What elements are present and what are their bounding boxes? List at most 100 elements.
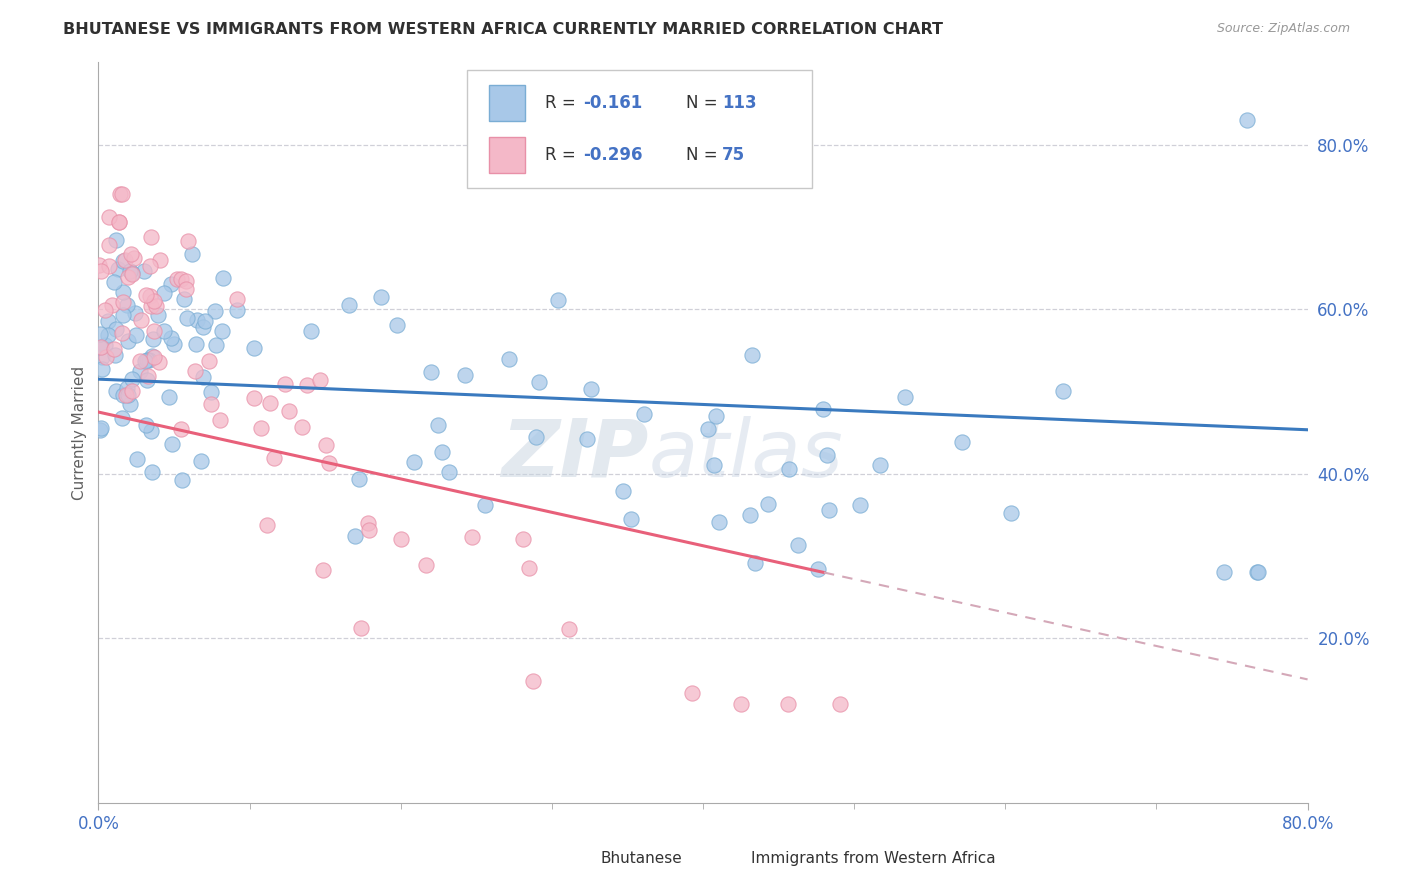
Text: BHUTANESE VS IMMIGRANTS FROM WESTERN AFRICA CURRENTLY MARRIED CORRELATION CHART: BHUTANESE VS IMMIGRANTS FROM WESTERN AFR… — [63, 22, 943, 37]
Point — [121, 384, 143, 399]
Point — [115, 381, 138, 395]
Point — [153, 324, 176, 338]
Point — [226, 292, 249, 306]
Point — [118, 397, 141, 411]
Point — [91, 362, 114, 376]
Point — [633, 407, 655, 421]
Point — [811, 401, 834, 416]
Point — [173, 293, 195, 307]
Point — [120, 263, 142, 277]
Point — [343, 529, 366, 543]
FancyBboxPatch shape — [709, 829, 741, 857]
Point — [524, 430, 547, 444]
Point — [135, 417, 157, 432]
Point — [176, 310, 198, 325]
Point — [347, 472, 370, 486]
Text: Immigrants from Western Africa: Immigrants from Western Africa — [751, 851, 995, 866]
Point — [741, 348, 763, 362]
Point — [143, 293, 166, 308]
Point — [170, 272, 193, 286]
Text: N =: N = — [686, 95, 717, 112]
Point — [98, 237, 121, 252]
Point — [148, 355, 170, 369]
Point — [547, 293, 569, 307]
Point — [389, 533, 412, 547]
Point — [94, 303, 117, 318]
Point — [776, 697, 799, 711]
Point — [108, 215, 131, 229]
Point — [460, 530, 482, 544]
Point — [97, 328, 120, 343]
FancyBboxPatch shape — [551, 829, 583, 857]
Point — [730, 697, 752, 711]
Point — [146, 308, 169, 322]
Point — [703, 458, 725, 472]
Point — [112, 285, 135, 300]
Point — [145, 299, 167, 313]
Point — [141, 299, 163, 313]
Point — [104, 233, 127, 247]
Point — [120, 247, 142, 261]
Point — [115, 298, 138, 312]
Point — [211, 324, 233, 338]
Point — [350, 621, 373, 635]
Point — [128, 353, 150, 368]
Point — [950, 434, 973, 449]
Point — [1052, 384, 1074, 398]
Point — [103, 275, 125, 289]
Text: -0.296: -0.296 — [583, 146, 643, 164]
Point — [225, 303, 247, 318]
Point — [90, 264, 112, 278]
Point — [612, 484, 634, 499]
Point — [337, 298, 360, 312]
Point — [186, 312, 208, 326]
Point — [89, 326, 111, 341]
Point — [180, 247, 202, 261]
Point — [740, 508, 762, 523]
Point — [129, 364, 152, 378]
Point — [415, 558, 437, 572]
Point — [142, 350, 165, 364]
Point — [1247, 566, 1270, 580]
Point — [818, 503, 841, 517]
Point — [134, 353, 156, 368]
Point — [357, 516, 380, 530]
Point — [149, 253, 172, 268]
Point — [426, 418, 449, 433]
Point — [250, 421, 273, 435]
Point — [104, 384, 127, 398]
Point — [135, 287, 157, 301]
Point — [620, 512, 643, 526]
Point — [170, 422, 193, 436]
Point — [512, 532, 534, 546]
Point — [125, 327, 148, 342]
Point — [522, 674, 544, 689]
Point — [103, 343, 125, 357]
Point — [200, 397, 222, 411]
Point — [111, 294, 134, 309]
Point — [117, 334, 139, 348]
Point — [132, 264, 155, 278]
Text: R =: R = — [544, 146, 575, 164]
Point — [315, 438, 337, 452]
Point — [143, 324, 166, 338]
Text: N =: N = — [686, 146, 717, 164]
Point — [157, 390, 180, 404]
Point — [98, 259, 121, 273]
Point — [174, 282, 197, 296]
Point — [94, 338, 117, 352]
Point — [184, 337, 207, 351]
Point — [121, 266, 143, 280]
Point — [160, 331, 183, 345]
Text: R =: R = — [544, 95, 575, 112]
Point — [142, 332, 165, 346]
Point — [1000, 506, 1022, 520]
Point — [527, 375, 550, 389]
Point — [94, 351, 117, 365]
Point — [170, 473, 193, 487]
Point — [108, 187, 131, 202]
Point — [153, 286, 176, 301]
Point — [402, 455, 425, 469]
Point — [91, 351, 114, 365]
Point — [191, 320, 214, 334]
